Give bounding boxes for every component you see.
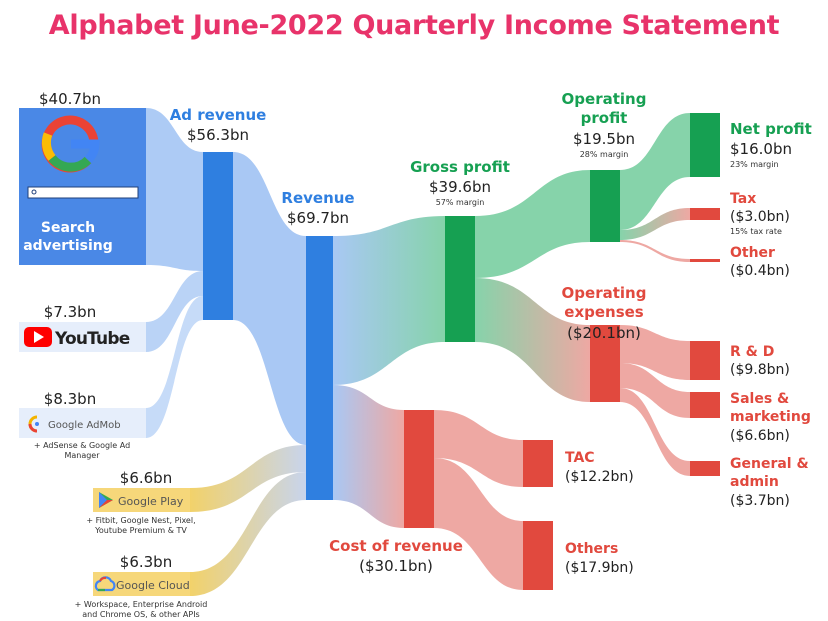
node-bar-general-admin [690, 461, 720, 476]
node-bar-others [523, 521, 553, 590]
flow-operating-to-net-profit [620, 113, 690, 230]
node-bar-rd [690, 341, 720, 380]
tax-amount: ($3.0bn) [730, 209, 790, 225]
flow-cloud-to-revenue [190, 472, 306, 596]
operating-profit-amount: $19.5bn [573, 130, 635, 148]
search-bar-icon [27, 186, 139, 199]
other-amount: ($0.4bn) [730, 263, 790, 279]
admob-note-line2: Manager [64, 451, 100, 460]
flow-revenue-to-gross-profit [333, 216, 445, 385]
flow-admob-to-ad-revenue [146, 296, 203, 438]
rd-amount: ($9.8bn) [730, 362, 790, 378]
general-admin-label-line2: admin [730, 474, 779, 490]
other-label: Other [730, 245, 775, 261]
google-cloud-note-line1: + Workspace, Enterprise Android [75, 600, 208, 609]
node-bar-other [690, 259, 720, 262]
youtube-tile: YouTube [19, 322, 146, 352]
net-profit-label: Net profit [730, 120, 812, 138]
flow-cost-to-others [434, 458, 523, 590]
operating-expenses-amount: ($20.1bn) [567, 324, 641, 342]
google-cloud-note-line2: and Chrome OS, & other APIs [82, 610, 199, 619]
google-play-amount: $6.6bn [120, 469, 172, 487]
tax-note: 15% tax rate [730, 227, 782, 236]
flow-play-to-revenue [190, 445, 306, 512]
search-advertising-tile: Search advertising [19, 108, 146, 265]
google-cloud-amount: $6.3bn [120, 553, 172, 571]
google-cloud-logo-text: Google Cloud [116, 579, 190, 592]
tac-label: TAC [565, 450, 595, 466]
youtube-logo-text: YouTube [54, 329, 130, 349]
flow-ad-revenue-to-revenue [233, 152, 306, 445]
others-label: Others [565, 541, 618, 557]
admob-amount: $8.3bn [44, 390, 96, 408]
node-bar-revenue [306, 236, 333, 500]
search-amount: $40.7bn [39, 90, 101, 108]
operating-expenses-label-line1: Operating [562, 284, 647, 302]
node-bar-tax [690, 208, 720, 220]
cost-of-revenue-label: Cost of revenue [329, 537, 463, 555]
ad-revenue-label: Ad revenue [170, 106, 267, 124]
google-cloud-icon [94, 576, 116, 592]
google-play-logo-text: Google Play [118, 495, 184, 508]
net-profit-note: 23% margin [730, 160, 779, 169]
flow-search-to-ad-revenue [146, 108, 203, 271]
chart-title: Alphabet June-2022 Quarterly Income Stat… [48, 10, 780, 41]
flow-youtube-to-ad-revenue [146, 271, 203, 352]
others-amount: ($17.9bn) [565, 560, 634, 576]
flows [146, 108, 690, 596]
sales-marketing-label-line2: marketing [730, 409, 811, 425]
node-bar-tac [523, 440, 553, 487]
tax-label: Tax [730, 191, 756, 207]
flow-gross-to-operating-expenses [475, 278, 590, 402]
operating-profit-label-line1: Operating [562, 90, 647, 108]
cost-of-revenue-amount: ($30.1bn) [359, 557, 433, 575]
ad-revenue-amount: $56.3bn [187, 126, 249, 144]
gross-profit-amount: $39.6bn [429, 178, 491, 196]
revenue-label: Revenue [281, 189, 354, 207]
google-play-note-line1: + Fitbit, Google Nest, Pixel, [86, 516, 195, 525]
revenue-amount: $69.7bn [287, 209, 349, 227]
node-bar-operating-profit [590, 170, 620, 242]
node-bar-operating-expenses [590, 325, 620, 402]
gross-profit-note: 57% margin [436, 198, 485, 207]
net-profit-amount: $16.0bn [730, 140, 792, 158]
node-bar-net-profit [690, 113, 720, 177]
gross-profit-label: Gross profit [410, 158, 510, 176]
search-label-line2: advertising [23, 238, 113, 254]
tac-amount: ($12.2bn) [565, 469, 634, 485]
flow-opex-to-rd [620, 325, 690, 380]
flow-opex-to-general-admin [620, 388, 690, 476]
admob-note-line1: + AdSense & Google Ad [34, 441, 130, 450]
node-bar-gross-profit [445, 216, 475, 342]
rd-label: R & D [730, 344, 774, 360]
flow-cost-to-tac [434, 410, 523, 487]
node-bar-sales-marketing [690, 392, 720, 418]
admob-icon [28, 415, 39, 433]
sales-marketing-amount: ($6.6bn) [730, 428, 790, 444]
node-bar-cost-of-revenue [404, 410, 434, 528]
admob-logo-text: Google AdMob [48, 420, 121, 431]
operating-profit-label-line2: profit [581, 109, 628, 127]
general-admin-amount: ($3.7bn) [730, 493, 790, 509]
operating-expenses-label-line2: expenses [564, 303, 644, 321]
flow-operating-to-other [620, 240, 690, 262]
google-g-icon [41, 115, 100, 173]
google-cloud-tile: Google Cloud [93, 572, 190, 596]
flow-operating-to-tax [620, 208, 690, 240]
sales-marketing-label-line1: Sales & [730, 391, 789, 407]
general-admin-label-line1: General & [730, 456, 809, 472]
flow-opex-to-sales-marketing [620, 363, 690, 418]
flow-gross-to-operating-profit [475, 170, 590, 278]
operating-profit-note: 28% margin [580, 150, 629, 159]
youtube-amount: $7.3bn [44, 303, 96, 321]
search-label-line1: Search [41, 220, 95, 236]
node-bar-ad-revenue [203, 152, 233, 320]
flow-revenue-to-cost-of-revenue [333, 385, 404, 528]
node-bars [203, 113, 720, 590]
admob-tile: Google AdMob [19, 408, 146, 438]
google-play-icon [99, 492, 113, 508]
google-play-note-line2: Youtube Premium & TV [94, 526, 187, 535]
google-play-tile: Google Play [93, 488, 190, 512]
